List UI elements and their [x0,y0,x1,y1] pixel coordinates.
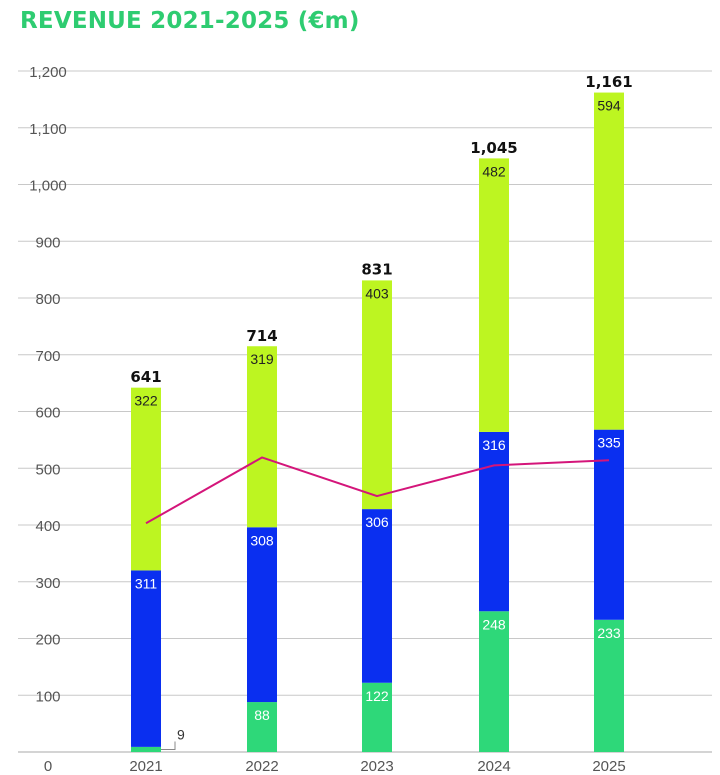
data-label: 319 [250,351,274,367]
trend-line [145,456,610,525]
y-tick-label: 400 [35,518,60,535]
bar-segment [247,346,277,528]
bar-segment [594,92,624,430]
bar-segment [131,387,161,571]
bar-segment [479,431,509,612]
data-label: 306 [365,514,389,530]
bar-segment [362,509,392,683]
bar-segment [362,280,392,510]
y-tick-label: 700 [35,348,60,365]
data-label: 322 [134,393,158,409]
data-label: 594 [597,98,621,114]
total-label: 714 [246,327,277,345]
bar-segment [247,527,277,703]
chart-title: REVENUE 2021-2025 (€m) [20,8,360,34]
data-label: 482 [482,163,506,179]
data-label: 403 [365,285,389,301]
data-label: 316 [482,437,506,453]
y-tick-label: 0 [44,758,52,775]
x-tick-label: 2021 [129,758,162,775]
y-tick-label: 500 [35,461,60,478]
data-label: 9 [177,726,185,742]
data-label: 311 [135,575,158,591]
label-leader-line [161,741,176,750]
data-label: 308 [250,532,274,548]
y-tick-label: 100 [35,688,60,705]
data-label: 88 [254,707,270,723]
bar-segment [131,570,161,747]
data-label: 248 [482,616,506,632]
bar-segment [479,611,509,752]
y-tick-label: 600 [35,405,60,422]
y-tick-label: 800 [35,291,60,308]
bar-segment [594,619,624,752]
bar-segment [247,702,277,752]
bar-segment [479,158,509,432]
total-label: 831 [361,260,392,278]
y-tick-label: 300 [35,575,60,592]
x-tick-label: 2023 [360,758,393,775]
x-tick-label: 2024 [477,758,510,775]
total-label: 641 [130,368,161,386]
data-label: 233 [597,625,621,641]
x-tick-label: 2022 [245,758,278,775]
y-tick-label: 1,100 [29,121,67,138]
data-label: 122 [365,688,389,704]
bar-segment [131,746,161,752]
total-label: 1,161 [585,73,632,91]
y-tick-label: 200 [35,632,60,649]
bar-segment [594,429,624,620]
x-tick-label: 2025 [592,758,625,775]
y-tick-label: 1,000 [29,178,67,195]
data-label: 335 [597,435,621,451]
y-tick-label: 1,200 [29,64,67,81]
y-tick-label: 900 [35,234,60,251]
total-label: 1,045 [470,139,517,157]
bar-segment [362,682,392,752]
